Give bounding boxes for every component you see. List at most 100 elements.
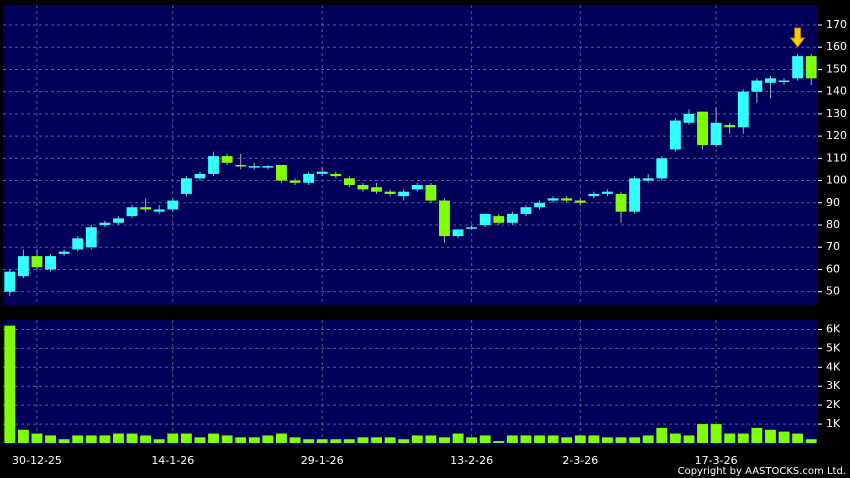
- y-tick-label: 170: [826, 18, 847, 31]
- volume-bar: [697, 424, 708, 443]
- candle-body: [289, 180, 301, 183]
- price-panel: [3, 5, 818, 305]
- volume-bar: [167, 433, 179, 443]
- volume-bar: [72, 435, 84, 443]
- volume-bar: [330, 439, 342, 443]
- candle-body: [99, 222, 111, 225]
- volume-bar: [534, 435, 545, 443]
- volume-bar: [439, 437, 450, 443]
- candle-body: [792, 56, 804, 79]
- candle-body: [140, 207, 152, 210]
- volume-bar: [765, 429, 776, 443]
- volume-bar: [99, 435, 111, 443]
- volume-bar: [31, 433, 43, 443]
- candle-body: [506, 213, 518, 223]
- volume-bar: [289, 437, 301, 443]
- candle-body: [208, 156, 219, 174]
- y-tick-label: 100: [826, 174, 847, 187]
- candle-body: [4, 271, 16, 292]
- y-tick-label: 50: [826, 285, 840, 298]
- volume-bar: [737, 433, 749, 443]
- candle-body: [697, 111, 708, 145]
- candle-body: [384, 191, 396, 194]
- volume-bar: [180, 433, 192, 443]
- candle-body: [439, 200, 450, 237]
- volume-bar: [398, 439, 410, 443]
- candle-body: [180, 178, 192, 194]
- y-tick-label: 5K: [826, 341, 841, 354]
- candle-body: [466, 227, 478, 229]
- volume-bar: [194, 437, 206, 443]
- candle-body: [574, 200, 586, 203]
- candle-body: [126, 207, 138, 217]
- candle-body: [303, 173, 315, 183]
- volume-bar: [479, 435, 491, 443]
- candle-body: [778, 80, 790, 83]
- candle-body: [262, 166, 274, 168]
- candle-body: [737, 91, 749, 128]
- candle-body: [357, 185, 369, 190]
- latest-arrow: [789, 27, 806, 48]
- x-tick-label: 29-1-26: [301, 454, 344, 467]
- candle-body: [113, 218, 124, 223]
- x-tick-label: 17-3-26: [695, 454, 738, 467]
- candle-body: [58, 251, 70, 254]
- candle-body: [194, 173, 206, 179]
- candle-body: [452, 229, 464, 237]
- volume-bar: [778, 431, 790, 443]
- y-tick-label: 60: [826, 262, 840, 275]
- candle-body: [167, 200, 179, 210]
- y-tick-label: 150: [826, 62, 847, 75]
- y-tick-label: 70: [826, 240, 840, 253]
- volume-bar: [316, 439, 328, 443]
- volume-bar: [411, 435, 423, 443]
- volume-bar: [520, 435, 532, 443]
- candle-body: [276, 165, 287, 181]
- volume-bar: [153, 439, 165, 443]
- volume-bar: [343, 439, 355, 443]
- candle-body: [805, 56, 817, 79]
- y-tick-label: 2K: [826, 398, 841, 411]
- volume-bar: [602, 437, 613, 443]
- volume-panel: [3, 320, 818, 445]
- candle-body: [45, 256, 56, 270]
- candle-body: [316, 171, 328, 174]
- volume-bar: [425, 435, 437, 443]
- candle-body: [547, 198, 559, 201]
- volume-bar: [248, 437, 260, 443]
- candle-body: [765, 78, 776, 83]
- candle-body: [17, 256, 29, 277]
- candle-body: [153, 209, 165, 212]
- candle-body: [683, 113, 695, 123]
- volume-bar: [547, 435, 559, 443]
- volume-bar: [303, 439, 315, 443]
- x-tick-label: 30-12-25: [12, 454, 62, 467]
- y-tick-label: 1K: [826, 417, 841, 430]
- volume-bar: [588, 435, 600, 443]
- volume-bar: [276, 433, 287, 443]
- candle-body: [602, 191, 613, 194]
- y-tick-label: 120: [826, 129, 847, 142]
- volume-bar: [724, 433, 736, 443]
- y-tick-label: 160: [826, 40, 847, 53]
- candle-body: [398, 191, 410, 197]
- volume-bar: [17, 429, 29, 443]
- volume-bar: [126, 433, 138, 443]
- volume-bar: [792, 433, 804, 443]
- y-tick-label: 4K: [826, 360, 841, 373]
- candle-body: [520, 207, 532, 214]
- candle-body: [31, 256, 43, 268]
- volume-bar: [235, 437, 247, 443]
- volume-bar: [113, 433, 124, 443]
- candle-body: [629, 178, 641, 212]
- volume-bar: [710, 424, 722, 443]
- y-tick-label: 110: [826, 151, 847, 164]
- volume-bar: [574, 435, 586, 443]
- copyright: Copyright by AASTOCKS.com Ltd.: [678, 466, 846, 477]
- candle-body: [72, 238, 84, 250]
- volume-bar: [561, 437, 573, 443]
- volume-bar: [629, 437, 641, 443]
- candle-body: [371, 187, 382, 192]
